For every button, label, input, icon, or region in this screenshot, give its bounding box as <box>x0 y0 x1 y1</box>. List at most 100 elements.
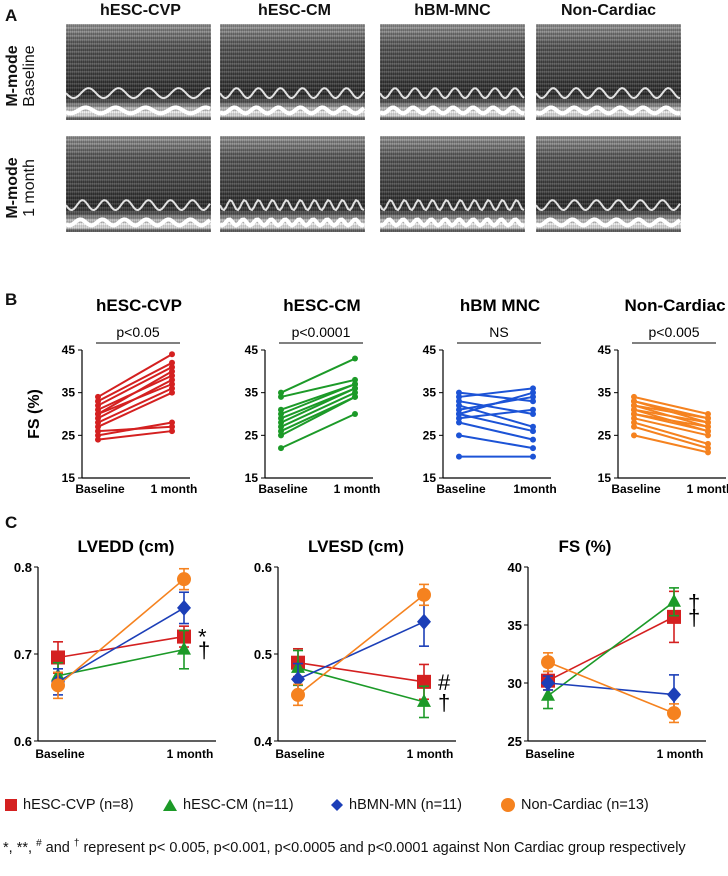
data-point <box>95 436 101 443</box>
data-point <box>169 385 175 392</box>
y-tick-label: 15 <box>62 471 76 485</box>
subject-line <box>458 391 534 403</box>
mmode-col-title-2: hESC-CM <box>258 2 331 19</box>
y-tick-label: 45 <box>245 343 259 357</box>
x-tick-label: 1 month <box>657 747 704 761</box>
subject-line <box>633 417 709 437</box>
data-point <box>169 381 175 388</box>
chart-title: hBM MNC <box>460 296 540 315</box>
fs-paired-chart: hBM MNC NS 15 25 35 45 Baseline 1month <box>423 296 557 496</box>
data-point <box>278 419 284 426</box>
subject-line <box>633 395 709 415</box>
data-point <box>456 406 462 413</box>
y-tick-label: 35 <box>423 386 437 400</box>
panel-b-letter: B <box>5 290 18 309</box>
y-tick-label: 45 <box>62 343 76 357</box>
data-point <box>631 398 637 405</box>
y-tick-label: 40 <box>508 560 522 575</box>
y-tick-label: 45 <box>423 343 437 357</box>
chart-title: LVEDD (cm) <box>78 537 175 556</box>
fs-paired-chart: Non-Cardiac p<0.005 15 25 35 45 Baseline 1 mont… <box>598 296 728 496</box>
subject-line <box>280 387 356 424</box>
data-point <box>95 411 101 417</box>
data-point <box>95 398 101 405</box>
x-tick-label: 1 month <box>334 482 381 496</box>
chart-title: hESC-CM <box>283 296 360 315</box>
data-point <box>530 406 536 413</box>
data-point <box>631 423 637 430</box>
x-tick-label: Baseline <box>436 482 486 496</box>
significance-label: p<0.05 <box>116 324 159 340</box>
y-tick-label: 0.4 <box>254 734 273 749</box>
series-line <box>547 661 675 714</box>
mmode-row-label-baseline: M-mode Baseline <box>4 45 38 107</box>
triangle-marker-icon <box>163 799 177 811</box>
subject-line <box>97 366 173 407</box>
group-mean-chart: FS (%) 25 30 35 40 Baseline 1 month †† <box>508 537 706 761</box>
y-tick-label: 35 <box>245 386 259 400</box>
data-point <box>456 432 462 439</box>
data-point <box>95 393 101 400</box>
data-point <box>169 351 175 358</box>
data-point <box>278 411 284 417</box>
chart-title: LVESD (cm) <box>308 537 404 556</box>
y-tick-label: 25 <box>598 428 612 442</box>
data-point <box>530 393 536 400</box>
subject-line <box>633 421 709 445</box>
group-mean-chart: LVESD (cm) 0.4 0.5 0.6 Baseline 1 month #† <box>254 537 456 761</box>
legend-label: Non-Cardiac (n=13) <box>521 797 649 813</box>
data-point <box>631 402 637 409</box>
data-point <box>456 419 462 426</box>
y-tick-label: 35 <box>598 386 612 400</box>
subject-line <box>97 387 173 424</box>
subject-line <box>280 357 356 394</box>
subject-line <box>458 434 534 450</box>
square-marker <box>667 609 681 624</box>
panel-a-letter: A <box>5 6 18 25</box>
data-point <box>631 411 637 417</box>
y-tick-label: 15 <box>598 471 612 485</box>
subject-line <box>280 413 356 450</box>
footnote-symbol: # <box>36 838 42 849</box>
data-point <box>705 411 711 417</box>
significance-label: p<0.0001 <box>292 324 351 340</box>
series-line <box>57 648 185 677</box>
y-tick-label: 0.6 <box>254 560 272 575</box>
significance-label: NS <box>489 324 508 340</box>
circle-marker <box>541 655 555 670</box>
data-point <box>530 385 536 392</box>
legend-item-hesc-cvp: hESC-CVP (n=8) <box>4 797 134 813</box>
square-marker <box>51 650 65 665</box>
data-point <box>278 445 284 452</box>
data-point <box>278 393 284 400</box>
chart-title: Non-Cardiac <box>624 296 725 315</box>
significance-annotation: † <box>198 638 210 663</box>
subject-line <box>458 391 534 415</box>
subject-line <box>280 378 356 398</box>
data-point <box>631 432 637 439</box>
subject-line <box>97 378 173 420</box>
footnote-symbol: ** <box>16 839 29 856</box>
triangle-marker <box>177 641 191 655</box>
diamond-marker <box>417 613 431 630</box>
data-point <box>95 402 101 409</box>
significance-annotation: † <box>688 605 700 630</box>
mmode-image <box>66 136 211 232</box>
mmode-image <box>380 24 525 120</box>
y-tick-label: 25 <box>423 428 437 442</box>
mmode-image <box>66 24 211 120</box>
diamond-marker <box>667 686 681 703</box>
data-point <box>278 415 284 422</box>
x-tick-label: Baseline <box>75 482 125 496</box>
series-line <box>297 594 425 696</box>
data-point <box>530 428 536 435</box>
data-point <box>352 411 358 417</box>
y-tick-label: 15 <box>423 471 437 485</box>
subject-line <box>633 408 709 424</box>
series-line <box>57 578 185 686</box>
subject-line <box>458 421 534 441</box>
footnote-symbol: † <box>73 838 80 849</box>
data-point <box>456 389 462 396</box>
data-point <box>278 423 284 430</box>
